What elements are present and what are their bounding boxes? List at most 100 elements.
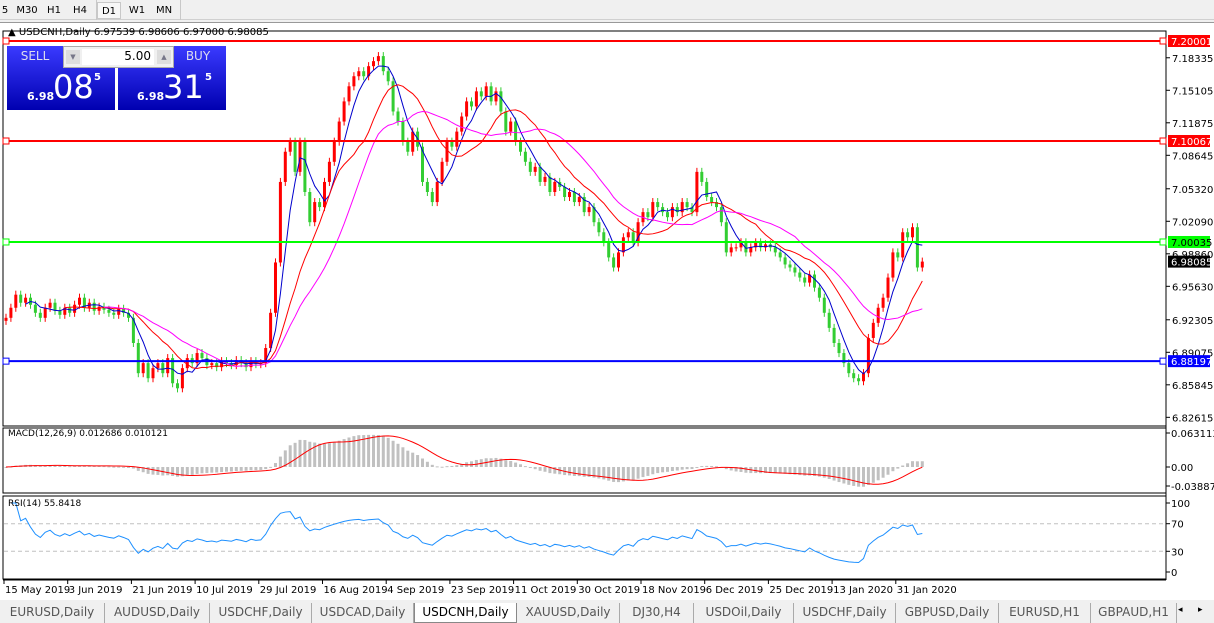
macd-histogram-bar [641,467,645,478]
bearish-candle [656,202,660,208]
bearish-candle [19,294,23,303]
rsi-label: RSI(14) 55.8418 [8,499,82,509]
hline-handle[interactable] [1159,137,1167,145]
tab-scroll-left-icon[interactable]: ◂ [1178,605,1183,615]
macd-histogram-bar [269,466,273,468]
bearish-candle [857,378,861,382]
macd-histogram-bar [827,467,831,479]
timeframe-h1[interactable]: H1 [47,5,61,16]
bearish-candle [778,252,782,258]
bullish-candle [357,71,361,77]
macd-histogram-bar [553,467,557,474]
chart-tab[interactable]: GBPUSD,Daily [896,603,999,623]
timeframe-w1[interactable]: W1 [128,5,146,16]
chart-tab[interactable]: AUDUSD,Daily [105,603,210,623]
bearish-candle [793,267,797,273]
lot-decrease-icon[interactable]: ▼ [66,50,80,64]
macd-histogram-bar [896,467,900,469]
macd-histogram-bar [911,461,914,467]
chart-window[interactable] [0,22,1214,600]
macd-histogram-bar [592,467,596,478]
hline-handle[interactable] [2,357,10,365]
macd-histogram-bar [381,436,385,467]
price-tick-label: 7.18335 [1172,54,1213,65]
bullish-candle [474,91,478,107]
hline-handle[interactable] [2,137,10,145]
macd-histogram-bar [107,466,111,468]
timeframe-mn[interactable]: MN [155,5,173,16]
hline-handle[interactable] [2,37,10,45]
chart-tab[interactable]: XAUUSD,Daily [517,603,620,623]
chart-tab[interactable]: USDCHF,Daily [794,603,896,623]
macd-histogram-bar [239,467,243,471]
time-tick-label: 4 Sep 2019 [387,585,444,596]
rsi-tick-label: 0 [1171,568,1177,579]
bullish-candle [577,197,581,203]
timeframe-m30[interactable]: M30 [16,5,38,16]
bearish-candle [215,363,219,368]
bearish-candle [381,56,385,72]
macd-histogram-bar [337,440,341,467]
bearish-candle [710,197,714,203]
bearish-candle [852,373,856,379]
bullish-candle [764,244,767,248]
hline-handle[interactable] [1159,238,1167,246]
collapse-triangle-icon[interactable]: ▲ [8,27,19,38]
macd-histogram-bar [489,458,493,467]
sell-price-prefix: 6.98 [27,90,55,103]
buy-price-big: 31 [163,68,204,106]
chart-tab[interactable]: EURUSD,Daily [0,603,105,623]
timeframe-d1[interactable]: D1 [97,2,121,19]
bullish-candle [342,101,346,122]
macd-histogram-bar [817,467,821,477]
hline-handle[interactable] [2,238,10,246]
macd-histogram-bar [386,437,390,467]
toolbar-separator [96,0,97,20]
macd-histogram-bar [460,463,464,467]
timeframe-m5[interactable]: 5 [1,5,9,16]
chart-tab[interactable]: EURUSD,H1 [999,603,1091,623]
bullish-candle [347,86,351,102]
bearish-candle [582,197,586,213]
bearish-candle [612,257,616,268]
lot-increase-icon[interactable]: ▲ [157,50,171,64]
chart-tab[interactable]: USDCNH,Daily [414,603,517,623]
chart-canvas[interactable]: 7.18335 7.15105 7.11875 7.08645 7.05320 7.020… [0,0,1214,600]
macd-histogram-bar [528,467,532,468]
chart-tab[interactable]: USDCHF,Daily [210,603,312,623]
lot-size-stepper[interactable]: ▼ 5.00 ▲ [63,46,174,68]
chart-tab[interactable]: USDCAD,Daily [312,603,414,623]
macd-histogram-bar [710,465,714,467]
macd-histogram-bar [798,467,802,476]
macd-histogram-bar [73,465,77,467]
macd-histogram-bar [886,467,890,475]
chart-tab[interactable]: GBPAUD,H1 [1091,603,1177,623]
macd-histogram-bar [538,467,542,471]
bullish-candle [881,297,885,308]
bearish-candle [827,312,831,328]
macd-histogram-bar [225,467,228,472]
sell-button[interactable]: SELL 6.98 08 5 [7,46,115,110]
chart-tab[interactable]: DJ30,H4 [620,603,694,623]
price-tick-label: 7.05320 [1172,185,1213,196]
time-tick-label: 6 Dec 2019 [706,585,764,596]
macd-histogram-bar [406,450,410,467]
bearish-candle [519,141,522,152]
bearish-candle [131,317,135,343]
macd-histogram-bar [234,467,238,472]
price-tick-label: 6.89075 [1172,348,1213,359]
hline-price-label: 7.20001 [1171,37,1212,48]
bullish-candle [4,317,8,321]
bullish-candle [372,61,375,67]
tab-scroll-right-icon[interactable]: ▸ [1198,605,1203,615]
macd-histogram-bar [543,467,547,472]
lot-size-input[interactable]: 5.00 [82,49,154,65]
timeframe-h4[interactable]: H4 [73,5,87,16]
macd-histogram-bar [661,467,665,473]
hline-handle[interactable] [1159,37,1167,45]
hline-handle[interactable] [1159,357,1167,365]
macd-histogram-bar [308,441,312,467]
chart-tab[interactable]: USDOil,Daily [694,603,794,623]
macd-histogram-bar [788,467,792,475]
rsi-tick-label: 70 [1171,520,1184,531]
